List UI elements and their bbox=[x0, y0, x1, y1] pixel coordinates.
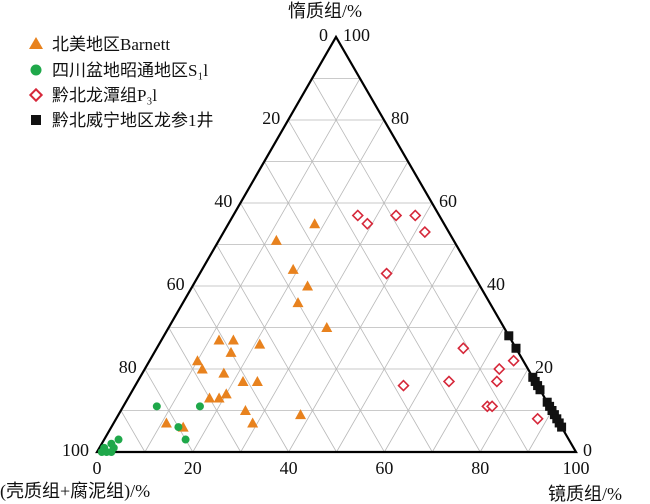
grid-line-right bbox=[431, 327, 505, 453]
left-tick-label: 40 bbox=[214, 191, 232, 211]
barnett-point bbox=[237, 375, 249, 386]
longtan-point bbox=[418, 225, 431, 239]
longtan-point bbox=[380, 267, 393, 280]
longtan-point bbox=[486, 400, 499, 413]
sichuan-point bbox=[107, 448, 116, 456]
grid-line-right bbox=[336, 244, 457, 453]
right-tick-label: 40 bbox=[487, 274, 505, 294]
barnett-point bbox=[213, 334, 225, 345]
bottom-tick-label: 0 bbox=[93, 458, 102, 478]
legend-label-barnett: 北美地区Barnett bbox=[52, 35, 170, 54]
longtan-point bbox=[361, 217, 374, 230]
right-tick-label: 80 bbox=[391, 108, 409, 128]
barnett-point bbox=[302, 280, 314, 291]
barnett-point bbox=[239, 405, 251, 415]
right-tick-label: 20 bbox=[535, 357, 553, 377]
bottom-tick-label: 60 bbox=[375, 458, 393, 478]
longtan-point bbox=[531, 412, 544, 425]
longcan-point bbox=[511, 343, 521, 353]
right-tick-label: 100 bbox=[343, 25, 370, 45]
barnett-point bbox=[204, 392, 215, 403]
sichuan-point bbox=[195, 402, 204, 411]
grid-line-left bbox=[263, 161, 433, 453]
grid-line-right bbox=[144, 78, 361, 453]
barnett-point bbox=[254, 338, 266, 349]
barnett-point bbox=[287, 263, 299, 274]
legend-label-longtan: 黔北龙潭组P₃l bbox=[52, 86, 157, 105]
sichuan-point bbox=[174, 423, 183, 432]
barnett-point bbox=[196, 363, 208, 374]
grid-line-right bbox=[479, 368, 529, 453]
sichuan-point bbox=[152, 402, 161, 411]
top-axis-title: 惰质组/% bbox=[288, 1, 362, 21]
sichuan-point bbox=[114, 435, 123, 444]
data-points bbox=[97, 209, 567, 456]
grid-line-left bbox=[192, 285, 289, 453]
longcan-point bbox=[504, 331, 514, 341]
longcan-point bbox=[535, 385, 545, 395]
grid-line-right bbox=[240, 161, 409, 453]
grid-lines bbox=[120, 78, 553, 453]
barnett-point bbox=[227, 334, 239, 345]
grid-line-left bbox=[311, 78, 529, 453]
barnett-point bbox=[295, 409, 307, 420]
longtan-point bbox=[351, 209, 364, 222]
left-tick-label: 0 bbox=[319, 25, 328, 45]
left-tick-label: 100 bbox=[62, 440, 89, 460]
grid-line-right bbox=[384, 285, 481, 453]
legend-triangle-marker bbox=[29, 37, 43, 49]
longtan-point bbox=[457, 342, 470, 355]
longtan-point bbox=[442, 375, 456, 388]
legend-square-marker bbox=[31, 115, 41, 125]
left-tick-label: 80 bbox=[119, 357, 137, 377]
legend-label-longcan: 黔北威宁地区龙参1井 bbox=[52, 111, 214, 130]
barnett-point bbox=[321, 322, 333, 332]
barnett-point bbox=[160, 417, 172, 428]
bottom-tick-label: 100 bbox=[563, 458, 590, 478]
barnett-point bbox=[247, 417, 259, 428]
bottom-tick-label: 20 bbox=[184, 458, 202, 478]
barnett-point bbox=[292, 297, 304, 308]
legend-item-barnett: 北美地区Barnett bbox=[29, 35, 170, 54]
left-tick-label: 20 bbox=[262, 108, 280, 128]
legend: 北美地区Barnett 四川盆地昭通地区S₁l 黔北龙潭组P₃l 黔北威宁地区龙… bbox=[28, 35, 214, 130]
barnett-point bbox=[191, 355, 203, 366]
barnett-point bbox=[270, 234, 282, 245]
longtan-point bbox=[409, 209, 422, 222]
legend-diamond-marker bbox=[28, 87, 44, 103]
bottom-tick-label: 80 bbox=[471, 458, 489, 478]
longtan-point bbox=[390, 209, 403, 222]
legend-item-sichuan: 四川盆地昭通地区S₁l bbox=[30, 61, 208, 80]
left-tick-label: 60 bbox=[167, 274, 185, 294]
barnett-point bbox=[309, 218, 321, 229]
barnett-point bbox=[225, 346, 237, 357]
longcan-point bbox=[557, 422, 567, 432]
longtan-point bbox=[507, 354, 520, 367]
barnett-point bbox=[220, 388, 232, 399]
grid-line-left bbox=[120, 410, 146, 453]
sichuan-point bbox=[181, 435, 190, 444]
longtan-point bbox=[493, 362, 506, 376]
tick-labels: 0 20 40 60 80 100 100 80 60 40 20 0 0 20 40 60 80 100 bbox=[62, 25, 592, 478]
grid-line-left bbox=[168, 327, 242, 453]
barnett-point bbox=[213, 392, 225, 403]
triangle-frame bbox=[95, 34, 578, 454]
grid-line-left bbox=[216, 244, 337, 453]
right-axis-title: 镜质组/% bbox=[548, 484, 622, 504]
grid-line-right bbox=[527, 410, 553, 453]
legend-label-sichuan: 四川盆地昭通地区S₁l bbox=[52, 61, 208, 80]
barnett-point bbox=[251, 375, 263, 386]
longtan-point bbox=[397, 379, 410, 392]
legend-item-longcan: 黔北威宁地区龙参1井 bbox=[31, 111, 214, 130]
barnett-point bbox=[218, 367, 230, 378]
left-axis-title: (壳质组+腐泥组)/% bbox=[0, 481, 150, 502]
bottom-tick-label: 40 bbox=[280, 458, 298, 478]
right-tick-label: 0 bbox=[583, 440, 592, 460]
legend-circle-marker bbox=[30, 64, 42, 76]
right-tick-label: 60 bbox=[439, 191, 457, 211]
longtan-point bbox=[490, 375, 503, 388]
legend-item-longtan: 黔北龙潭组P₃l bbox=[28, 86, 157, 105]
